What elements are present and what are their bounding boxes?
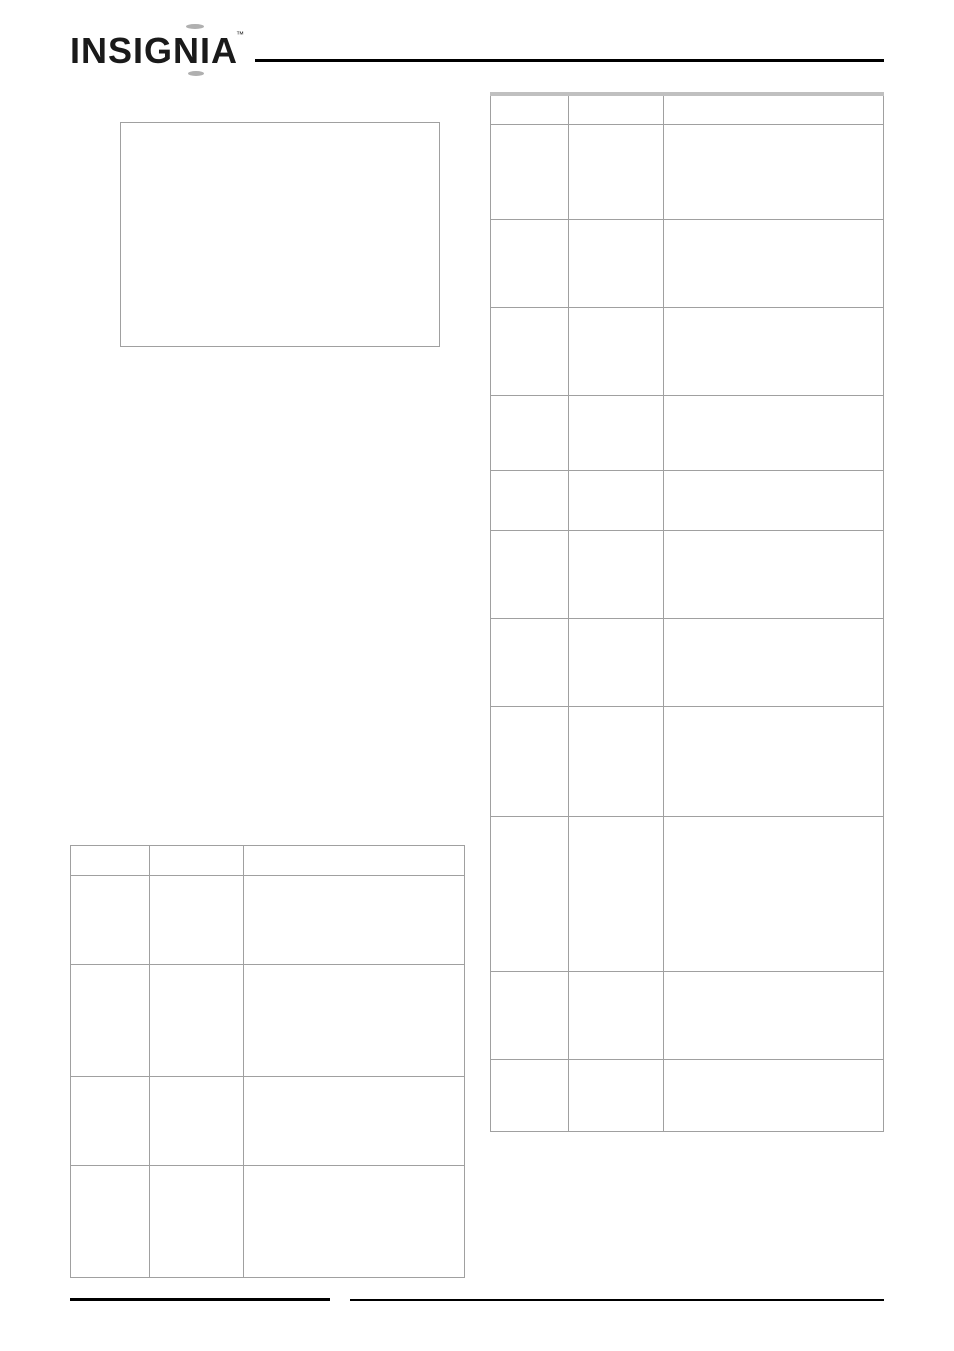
cell-description xyxy=(663,816,883,971)
table-row xyxy=(71,965,465,1077)
cell-item xyxy=(149,876,243,965)
left-body-text xyxy=(70,367,465,737)
content-area xyxy=(70,92,884,1278)
table-row xyxy=(490,395,884,470)
cell-menu xyxy=(71,965,150,1077)
cell-description xyxy=(663,618,883,706)
logo-trademark: ™ xyxy=(236,30,245,39)
footer-rule-left xyxy=(70,1298,330,1301)
table-row xyxy=(490,307,884,395)
logo-accent-bottom xyxy=(188,71,204,76)
table-row xyxy=(490,470,884,530)
cell-item xyxy=(569,706,663,816)
cell-description xyxy=(244,965,464,1077)
cell-menu xyxy=(71,876,150,965)
table-row xyxy=(490,706,884,816)
cell-menu xyxy=(490,706,569,816)
cell-menu xyxy=(490,816,569,971)
right-th-description xyxy=(663,94,883,124)
table-row xyxy=(490,1059,884,1131)
cell-menu xyxy=(490,618,569,706)
left-th-item xyxy=(149,846,243,876)
cell-menu xyxy=(490,971,569,1059)
cell-item xyxy=(569,1059,663,1131)
cell-item xyxy=(569,530,663,618)
cell-menu xyxy=(71,1166,150,1278)
table-row xyxy=(490,816,884,971)
table-header-row xyxy=(71,846,465,876)
cell-description xyxy=(663,971,883,1059)
cell-item xyxy=(569,816,663,971)
left-th-menu xyxy=(71,846,150,876)
right-column xyxy=(490,92,885,1278)
footer-rule-right xyxy=(350,1299,884,1301)
cell-item xyxy=(569,470,663,530)
cell-description xyxy=(663,706,883,816)
cell-description xyxy=(244,876,464,965)
cell-item xyxy=(569,395,663,470)
cell-description xyxy=(663,307,883,395)
table-row xyxy=(490,124,884,219)
cell-description xyxy=(244,1166,464,1278)
cell-menu xyxy=(490,219,569,307)
callout-box xyxy=(120,122,440,347)
cell-item xyxy=(149,965,243,1077)
table-row xyxy=(71,1077,465,1166)
table-row xyxy=(490,971,884,1059)
cell-description xyxy=(663,124,883,219)
cell-menu xyxy=(490,307,569,395)
page-header: INSIGNIA™ xyxy=(70,30,884,72)
table-row xyxy=(490,219,884,307)
table-row xyxy=(71,876,465,965)
cell-item xyxy=(569,124,663,219)
cell-description xyxy=(663,219,883,307)
cell-description xyxy=(244,1077,464,1166)
cell-item xyxy=(149,1077,243,1166)
right-th-item xyxy=(569,94,663,124)
table-row xyxy=(71,1166,465,1278)
table-row xyxy=(490,530,884,618)
table-header-row xyxy=(490,94,884,124)
right-th-menu xyxy=(490,94,569,124)
right-spec-table xyxy=(490,92,885,1132)
cell-menu xyxy=(490,124,569,219)
cell-menu xyxy=(490,530,569,618)
cell-menu xyxy=(490,470,569,530)
cell-description xyxy=(663,530,883,618)
left-table-container xyxy=(70,835,465,1278)
cell-description xyxy=(663,470,883,530)
cell-menu xyxy=(490,395,569,470)
cell-description xyxy=(663,1059,883,1131)
brand-logo: INSIGNIA™ xyxy=(70,30,245,72)
cell-item xyxy=(569,618,663,706)
cell-menu xyxy=(490,1059,569,1131)
cell-item xyxy=(149,1166,243,1278)
cell-item xyxy=(569,307,663,395)
left-th-description xyxy=(244,846,464,876)
cell-menu xyxy=(71,1077,150,1166)
header-rule xyxy=(255,59,884,62)
logo-name: INSIGNIA xyxy=(70,30,238,71)
cell-item xyxy=(569,219,663,307)
table-row xyxy=(490,618,884,706)
left-spec-table xyxy=(70,845,465,1278)
logo-text: INSIGNIA™ xyxy=(70,30,245,72)
cell-item xyxy=(569,971,663,1059)
page-footer xyxy=(70,1298,884,1301)
logo-accent-top xyxy=(186,24,204,29)
left-column xyxy=(70,92,465,1278)
cell-description xyxy=(663,395,883,470)
